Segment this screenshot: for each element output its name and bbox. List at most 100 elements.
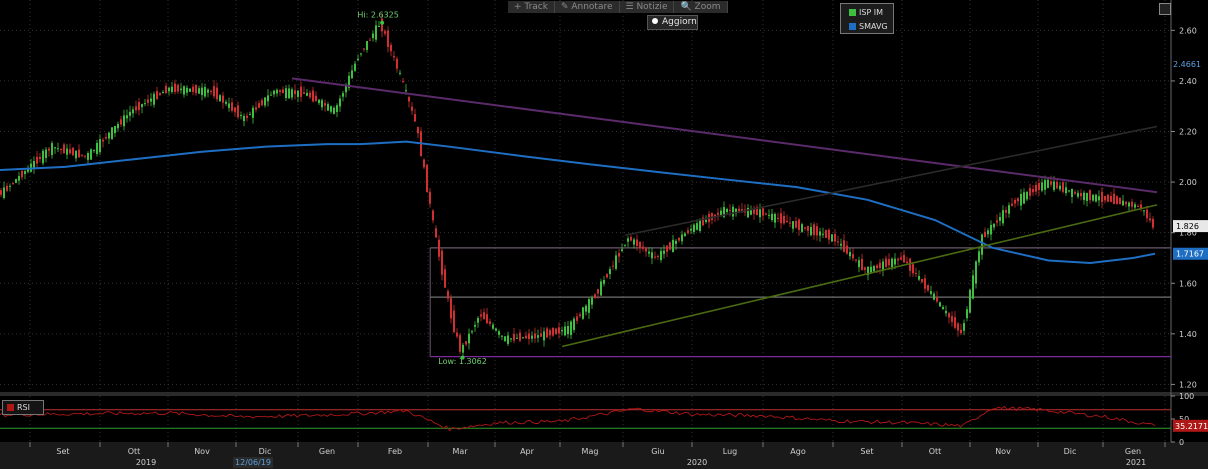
- candle-body: [930, 291, 932, 294]
- candle-body: [1035, 184, 1037, 192]
- candle-body: [357, 58, 359, 61]
- candle-body: [774, 214, 776, 223]
- candle-body: [15, 179, 17, 183]
- candle-body: [75, 150, 77, 159]
- chart-menu-icon[interactable]: [1159, 3, 1171, 15]
- candle-body: [738, 208, 740, 213]
- candle-body: [144, 103, 146, 105]
- candle-body: [1029, 187, 1031, 196]
- candle-body: [222, 95, 224, 103]
- candle-body: [132, 109, 134, 114]
- candle-body: [375, 25, 377, 40]
- candle-body: [459, 335, 461, 352]
- candle-body: [60, 149, 62, 151]
- candle-body: [1056, 181, 1058, 189]
- candle-body: [975, 261, 977, 284]
- candle-body: [894, 258, 896, 265]
- candle-body: [189, 88, 191, 92]
- candle-body: [651, 252, 653, 259]
- candle-body: [336, 105, 338, 112]
- candle-body: [819, 231, 821, 236]
- candle-body: [252, 107, 254, 118]
- trendline: [625, 125, 1158, 236]
- candle-body: [348, 75, 350, 88]
- candle-body: [1098, 196, 1100, 201]
- candle-body: [105, 137, 107, 139]
- candle-body: [690, 229, 692, 231]
- candle-body: [249, 114, 251, 116]
- candle-body: [108, 132, 110, 139]
- candle-body: [369, 39, 371, 41]
- candle-body: [972, 275, 974, 299]
- candle-body: [618, 253, 620, 257]
- rsi-tick-label: 50: [1179, 415, 1189, 424]
- candle-body: [654, 256, 656, 258]
- rsi-tick-label: 0: [1179, 438, 1184, 447]
- candle-body: [1005, 210, 1007, 213]
- update-button[interactable]: Aggiorn: [647, 15, 698, 30]
- candle-body: [228, 103, 230, 108]
- candle-body: [387, 30, 389, 47]
- candle-body: [609, 269, 611, 275]
- candle-body: [1101, 191, 1103, 203]
- candle-body: [669, 242, 671, 250]
- candle-body: [729, 209, 731, 211]
- smavg-value-flag: [1173, 247, 1208, 260]
- legend-item-isp[interactable]: ISP IM: [841, 6, 893, 18]
- candle-body: [759, 209, 761, 218]
- candle-body: [318, 99, 320, 104]
- candle-body: [789, 222, 791, 224]
- candle-body: [156, 91, 158, 100]
- candle-body: [699, 219, 701, 232]
- candle-body: [483, 312, 485, 320]
- candle-body: [576, 316, 578, 321]
- panel-divider: [0, 392, 1208, 396]
- candle-body: [201, 87, 203, 96]
- candle-body: [270, 94, 272, 96]
- month-label: Apr: [520, 447, 535, 456]
- candle-body: [957, 323, 959, 331]
- candle-body: [63, 144, 65, 154]
- candle-body: [417, 126, 419, 134]
- candle-body: [99, 139, 101, 153]
- candle-body: [54, 147, 56, 149]
- candle-body: [18, 176, 20, 181]
- candle-body: [0, 190, 2, 195]
- zoom-button[interactable]: 🔍 Zoom: [674, 1, 728, 13]
- candle-body: [498, 331, 500, 335]
- annotate-button[interactable]: ✎ Annotare: [554, 1, 620, 13]
- candle-body: [864, 267, 866, 270]
- track-button[interactable]: + Track: [508, 1, 555, 13]
- candle-body: [231, 102, 233, 111]
- candle-body: [411, 106, 413, 111]
- candle-body: [660, 250, 662, 261]
- candle-body: [210, 90, 212, 92]
- candle-body: [981, 234, 983, 255]
- candle-body: [939, 302, 941, 307]
- candle-body: [825, 229, 827, 238]
- candle-body: [243, 116, 245, 122]
- candle-body: [645, 247, 647, 252]
- candle-body: [753, 208, 755, 214]
- candle-body: [807, 225, 809, 231]
- month-label: Dic: [1064, 447, 1077, 456]
- price-legend[interactable]: ISP IM SMAVG: [840, 3, 894, 34]
- candle-body: [951, 316, 953, 322]
- legend-item-smavg[interactable]: SMAVG: [841, 20, 893, 32]
- candle-body: [195, 84, 197, 94]
- month-label: Set: [860, 447, 873, 456]
- candle-body: [591, 298, 593, 305]
- rsi-value-label: 35.2171: [1175, 422, 1208, 431]
- candle-body: [174, 83, 176, 93]
- y-tick-label: 1.20: [1179, 380, 1197, 389]
- candle-body: [492, 324, 494, 329]
- candle-body: [564, 326, 566, 336]
- candle-body: [1140, 204, 1142, 209]
- rsi-legend[interactable]: RSI: [2, 400, 44, 415]
- candle-body: [66, 148, 68, 155]
- candle-body: [282, 89, 284, 93]
- candle-body: [987, 230, 989, 235]
- candle-body: [996, 220, 998, 223]
- candle-body: [849, 252, 851, 257]
- news-button[interactable]: ☰ Notizie: [619, 1, 675, 13]
